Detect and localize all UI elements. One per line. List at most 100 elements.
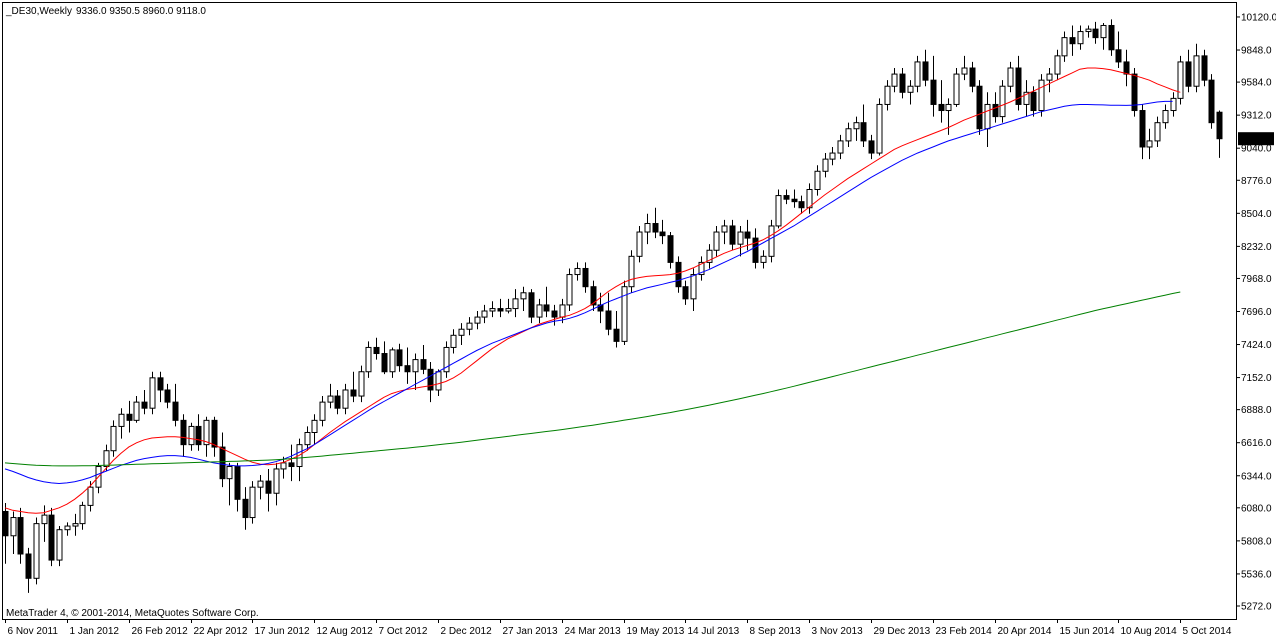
x-tick-label: 24 Mar 2013	[565, 626, 622, 637]
candle	[389, 347, 396, 378]
moving-averages-group	[4, 67, 1181, 514]
candle-body-bear	[1201, 55, 1208, 81]
x-tick-label: 6 Nov 2011	[8, 626, 59, 637]
price-axis[interactable]: 10120.0 9848.0 9584.0 9312.0 9040.0 8776.0 850…	[1236, 12, 1276, 612]
candle	[806, 183, 813, 214]
candle	[157, 371, 164, 403]
candle	[133, 396, 140, 423]
candle	[907, 80, 914, 105]
candle-body-bull	[574, 267, 581, 276]
candle-body-bull	[760, 255, 767, 263]
candle	[1177, 55, 1184, 105]
candle	[481, 304, 488, 324]
candle-body-bull	[1085, 28, 1092, 33]
candle-body-bull	[365, 346, 372, 373]
candle-body-bear	[1015, 67, 1022, 105]
candle-body-bull	[706, 249, 713, 263]
candle-body-bull	[1100, 24, 1107, 39]
candle	[1208, 74, 1215, 129]
candle-body-bear	[1092, 28, 1099, 39]
candle	[566, 268, 573, 311]
candle	[853, 116, 860, 141]
candle-body-bear	[605, 310, 612, 330]
time-axis[interactable]: 6 Nov 2011 1 Jan 2012 26 Feb 2012 22 Apr 20…	[5, 619, 1232, 637]
candle-body-bull	[891, 73, 898, 87]
candle-body-bull	[644, 223, 651, 233]
candle	[334, 389, 341, 415]
candle	[1054, 49, 1061, 81]
candle-body-bull	[1054, 55, 1061, 75]
candle	[265, 468, 272, 512]
y-tick-label: 7152.0	[1241, 373, 1272, 384]
candle	[1115, 31, 1122, 69]
candle	[868, 134, 875, 160]
candle	[675, 256, 682, 293]
candle	[783, 189, 790, 205]
candle	[1046, 68, 1053, 93]
candle	[10, 511, 17, 554]
candle-body-bull	[412, 359, 419, 373]
candle-body-bear	[25, 553, 32, 579]
candle	[760, 250, 767, 269]
candle-body-bull	[621, 286, 628, 342]
candle-body-bear	[1131, 73, 1138, 112]
candle-body-bull	[1146, 140, 1153, 148]
moving-average-line-2	[4, 100, 1173, 485]
y-tick-label: 9312.0	[1241, 111, 1272, 122]
candle	[520, 286, 527, 311]
candle-body-bull	[319, 401, 326, 421]
x-tick-label: 7 Oct 2012	[379, 626, 428, 637]
candle-body-bull	[342, 389, 349, 409]
candle-body-bull	[79, 504, 86, 525]
candle	[420, 345, 427, 375]
candle-body-bear	[242, 498, 249, 519]
candle-body-bull	[87, 486, 94, 506]
x-tick-label: 5 Oct 2014	[1183, 626, 1232, 637]
candle	[1201, 49, 1208, 87]
candle-body-bear	[675, 261, 682, 288]
candle-body-bear	[17, 517, 24, 555]
candle	[1216, 110, 1223, 158]
candle	[180, 414, 187, 457]
candle-body-bear	[744, 231, 751, 239]
candle	[342, 383, 349, 415]
candle-body-bear	[582, 267, 589, 288]
candle-body-bull	[559, 304, 566, 318]
candle-body-bull	[721, 225, 728, 233]
x-tick-label: 23 Feb 2014	[936, 626, 993, 637]
candle-body-bear	[682, 286, 689, 300]
candle-body-bull	[450, 334, 457, 348]
candle-body-bull	[884, 85, 891, 105]
candle-body-bull	[1046, 73, 1053, 81]
candle-body-bull	[768, 225, 775, 257]
candle-body-bear	[126, 413, 133, 421]
candle-body-bear	[528, 292, 535, 318]
candle-body-bear	[497, 308, 504, 312]
candle	[358, 365, 365, 403]
candle	[860, 104, 867, 147]
candle-body-bear	[992, 103, 999, 118]
candle-body-bull	[358, 371, 365, 397]
candle-body-bull	[327, 395, 334, 403]
y-tick-label: 5808.0	[1241, 536, 1272, 547]
candle	[884, 80, 891, 111]
y-tick-label: 6344.0	[1241, 471, 1272, 482]
candle-body-bull	[118, 413, 125, 427]
candle-body-bull	[474, 316, 481, 324]
candle	[203, 416, 210, 457]
candle-body-bull	[1007, 67, 1014, 87]
candle-body-bull	[33, 523, 40, 579]
last-price-label: 9118.0	[1241, 134, 1271, 145]
candle-body-bull	[837, 140, 844, 154]
candle	[56, 526, 63, 567]
symbol-label: _DE30,Weekly	[5, 6, 72, 17]
candle-body-bull	[945, 103, 952, 112]
candle	[1139, 104, 1146, 160]
candle-body-bull	[1193, 55, 1200, 87]
candle-body-bull	[520, 292, 527, 300]
candle-body-bear	[48, 514, 55, 561]
candle	[899, 68, 906, 99]
candle-body-bull	[149, 377, 156, 409]
